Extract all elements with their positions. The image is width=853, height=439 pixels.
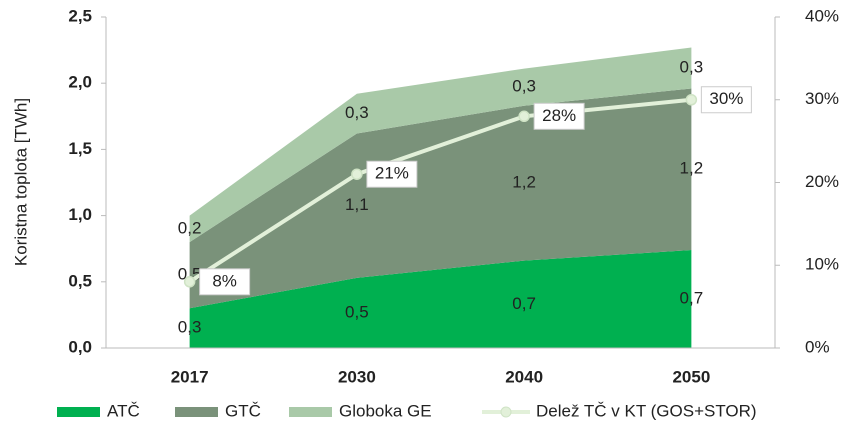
x-tick-label: 2050 [672,367,710,386]
legend-label: Delež TČ v KT (GOS+STOR) [536,401,757,420]
y2-tick-label: 30% [805,89,839,108]
y2-tick-label: 0% [805,337,830,356]
legend-label: Globoka GE [339,401,432,420]
line [188,97,692,284]
data-label-box [199,268,251,296]
line-value-label: 30% [709,89,743,108]
area-value-label: 0,3 [680,57,704,76]
x-tick-label: 2017 [171,367,209,386]
area-value-label: 0,3 [512,77,536,96]
legend-marker [500,406,512,418]
legend-label: GTČ [225,401,261,420]
line-marker [183,276,196,288]
line-value-label: 21% [375,164,409,183]
area-value-label: 0,2 [178,218,202,237]
legend-label: ATČ [107,401,140,420]
y2-tick-label: 20% [805,172,839,191]
line-marker [351,168,363,180]
line-value-label: 8% [212,271,237,290]
legend-swatch [289,407,332,417]
legend-swatch [175,407,218,417]
area-value-label: 0,7 [680,288,704,307]
area-value-label: 0,5 [345,302,369,321]
y2-tick-label: 10% [805,255,839,274]
y-tick-label: 1,5 [68,139,92,158]
line-marker [685,94,698,106]
x-tick-label: 2040 [505,367,543,386]
area [189,88,692,309]
area-value-label: 0,3 [345,103,369,122]
area-value-label: 0,3 [178,318,202,337]
area-value-label: 1,2 [512,173,536,192]
y-tick-label: 1,0 [68,205,92,224]
data-label-box [700,86,752,114]
area-value-label: 1,2 [680,159,704,178]
data-label-box [533,102,585,130]
y-tick-label: 2,0 [68,73,92,92]
area-value-label: 0,7 [512,294,536,313]
area [189,250,692,348]
y2-tick-label: 40% [805,6,839,25]
y-tick-label: 2,5 [68,6,92,25]
y-tick-label: 0,0 [68,337,92,356]
y-tick-label: 0,5 [68,271,92,290]
area [189,47,692,243]
y-axis-title: Koristna toplota [TWh] [11,98,30,266]
data-label-box [366,160,418,188]
line-marker [518,110,530,123]
x-tick-label: 2030 [338,367,376,386]
legend-swatch [57,407,100,417]
area-value-label: 1,1 [345,195,369,214]
line-value-label: 28% [542,106,576,125]
